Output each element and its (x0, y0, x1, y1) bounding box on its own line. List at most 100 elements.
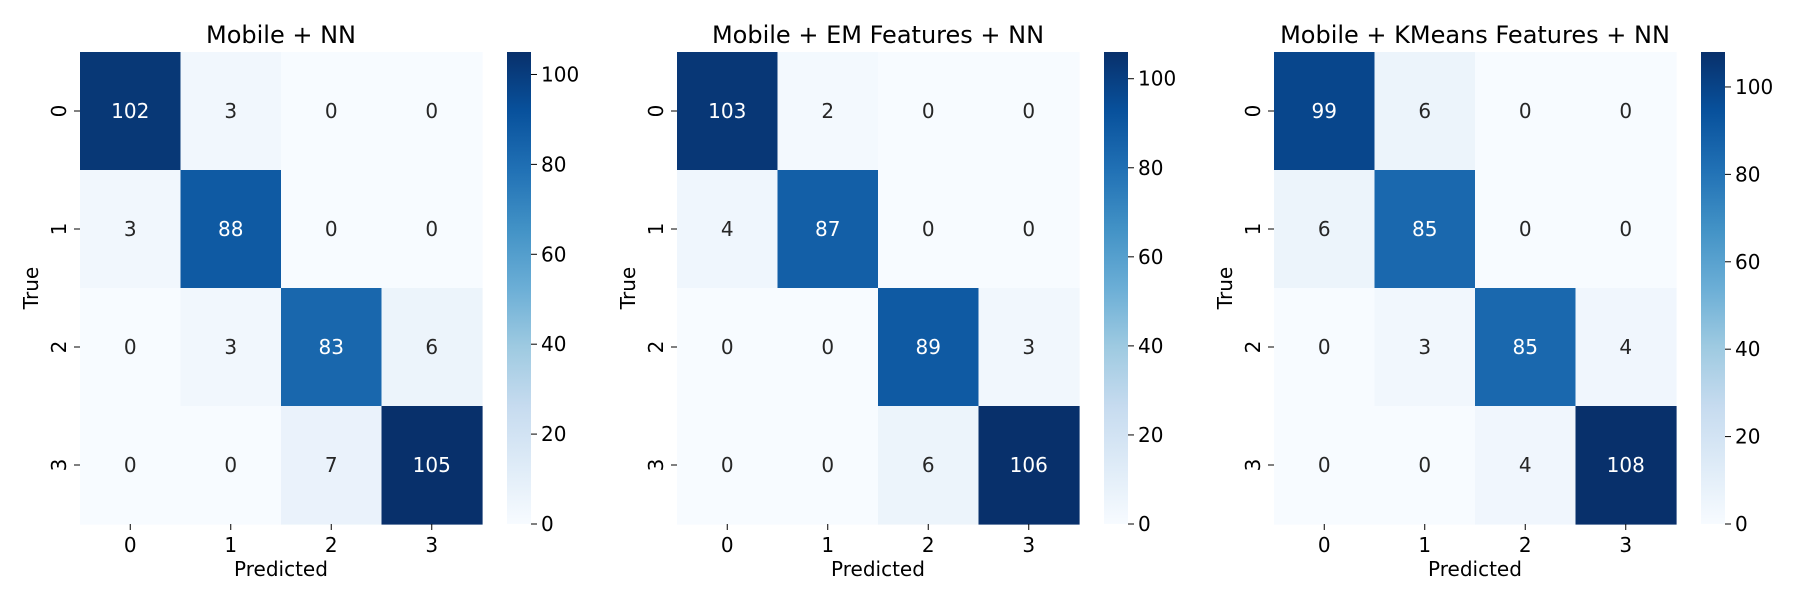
x-tick-label: 3 (1619, 533, 1632, 557)
colorbar-tick-label: 40 (541, 332, 566, 356)
cell-value-label: 0 (1022, 217, 1035, 241)
cell-value-label: 99 (1312, 99, 1337, 123)
y-tick-label: 3 (644, 459, 668, 472)
cell-value-label: 0 (1619, 217, 1632, 241)
y-tick-label: 0 (644, 105, 668, 118)
colorbar-tick-label: 100 (1735, 75, 1773, 99)
heatmap-cell (1475, 52, 1577, 171)
heatmap-cell (1374, 52, 1476, 171)
heatmap-cell (978, 406, 1080, 525)
x-tick-label: 3 (425, 533, 438, 557)
heatmap-cell (80, 288, 182, 407)
heatmap-cell (1274, 52, 1376, 171)
cell-value-label: 105 (413, 453, 451, 477)
x-axis-label: Predicted (234, 557, 328, 581)
cell-value-label: 0 (1318, 335, 1331, 359)
heatmap-cell (1274, 170, 1376, 289)
y-tick-label: 1 (1241, 223, 1265, 236)
heatmap-cell (1274, 406, 1376, 525)
heatmap-cell (281, 52, 383, 171)
y-tick-label: 3 (47, 459, 71, 472)
cell-value-label: 0 (1519, 99, 1532, 123)
cell-value-label: 103 (708, 99, 746, 123)
cell-value-label: 0 (922, 217, 935, 241)
heatmap-cell (878, 288, 980, 407)
x-axis-label: Predicted (831, 557, 925, 581)
x-tick-label: 2 (325, 533, 338, 557)
heatmap-cell (180, 288, 282, 407)
x-tick-label: 1 (224, 533, 237, 557)
cell-value-label: 0 (1418, 453, 1431, 477)
heatmap-cell (180, 406, 282, 525)
x-tick-label: 0 (1318, 533, 1331, 557)
y-tick-label: 2 (644, 341, 668, 354)
colorbar (507, 52, 531, 524)
heatmap-cell (180, 52, 282, 171)
colorbar-tick-label: 60 (1138, 245, 1163, 269)
cell-value-label: 0 (1318, 453, 1331, 477)
cell-value-label: 3 (224, 335, 237, 359)
heatmap-cell (1575, 288, 1677, 407)
colorbar-tick-label: 0 (1138, 512, 1151, 536)
cell-value-label: 89 (916, 335, 941, 359)
cell-value-label: 0 (1619, 99, 1632, 123)
y-axis-label: True (1213, 267, 1237, 310)
cell-value-label: 0 (325, 217, 338, 241)
cell-value-label: 85 (1513, 335, 1538, 359)
colorbar-tick-label: 0 (541, 512, 554, 536)
heatmap-cell (381, 288, 483, 407)
heatmap-cell (1575, 170, 1677, 289)
cell-value-label: 106 (1010, 453, 1048, 477)
cell-value-label: 0 (1022, 99, 1035, 123)
y-tick-label: 2 (47, 341, 71, 354)
cell-value-label: 88 (218, 217, 243, 241)
heatmap-cell (777, 288, 879, 407)
heatmap-cell (677, 170, 779, 289)
cell-value-label: 0 (821, 453, 834, 477)
cell-value-label: 83 (319, 335, 344, 359)
y-tick-label: 1 (644, 223, 668, 236)
heatmap-cell (677, 288, 779, 407)
colorbar-tick-label: 80 (1138, 156, 1163, 180)
colorbar-tick-label: 80 (541, 152, 566, 176)
heatmap-cell (80, 170, 182, 289)
heatmap-cell (878, 52, 980, 171)
heatmap-cell (80, 52, 182, 171)
cell-value-label: 7 (325, 453, 338, 477)
cell-value-label: 87 (815, 217, 840, 241)
cell-value-label: 4 (721, 217, 734, 241)
colorbar-tick-label: 100 (541, 62, 579, 86)
x-tick-label: 2 (1519, 533, 1532, 557)
y-axis-label: True (19, 267, 43, 310)
cell-value-label: 0 (721, 335, 734, 359)
cell-value-label: 102 (111, 99, 149, 123)
heatmap-cell (1374, 406, 1476, 525)
cell-value-label: 0 (124, 335, 137, 359)
y-tick-label: 0 (47, 105, 71, 118)
colorbar-tick-label: 60 (1735, 250, 1760, 274)
x-tick-label: 0 (124, 533, 137, 557)
heatmap-cell (1274, 288, 1376, 407)
heatmap-cell (381, 406, 483, 525)
x-axis-label: Predicted (1428, 557, 1522, 581)
heatmap-cell (1374, 170, 1476, 289)
colorbar-tick-label: 20 (1735, 425, 1760, 449)
chart-title: Mobile + NN (206, 21, 356, 49)
cell-value-label: 0 (721, 453, 734, 477)
heatmap-cell (80, 406, 182, 525)
heatmap-cell (677, 406, 779, 525)
cell-value-label: 0 (224, 453, 237, 477)
cell-value-label: 2 (821, 99, 834, 123)
cell-value-label: 0 (124, 453, 137, 477)
cell-value-label: 0 (425, 99, 438, 123)
colorbar (1104, 52, 1128, 524)
y-tick-label: 2 (1241, 341, 1265, 354)
heatmap-cell (978, 52, 1080, 171)
colorbar-tick-label: 20 (1138, 423, 1163, 447)
chart-title: Mobile + EM Features + NN (712, 21, 1044, 49)
x-tick-label: 3 (1022, 533, 1035, 557)
